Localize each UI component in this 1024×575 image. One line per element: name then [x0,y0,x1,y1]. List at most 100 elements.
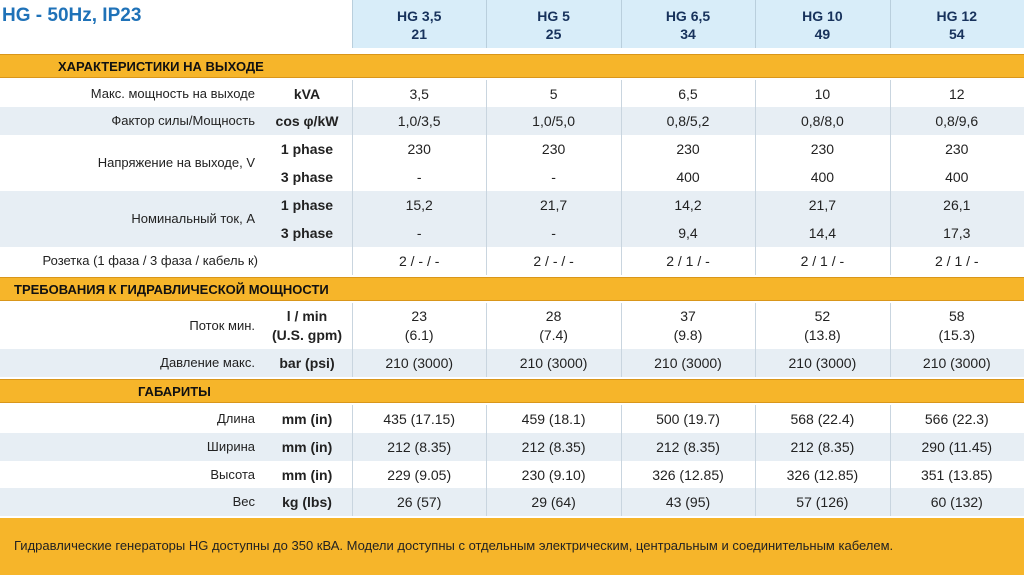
row-unit: 3 phase [280,225,334,241]
column-header [352,0,487,48]
row-label: Высота [210,466,255,482]
column-separator [889,80,891,107]
cell-value: 28 [545,308,562,324]
cell-value: 2 / 1 / - [935,253,979,269]
cell-value: 230 [407,141,431,157]
cell-value: (9.8) [673,327,703,343]
row-unit: 1 phase [280,141,334,157]
column-code: 34 [680,26,696,42]
row-label: Розетка (1 фаза / 3 фаза / кабель к) [42,253,258,268]
row-unit: mm (in) [281,411,333,427]
column-separator [889,488,891,516]
cell-value: 212 (8.35) [521,439,586,455]
column-separator [755,433,757,461]
row-unit: kVA [293,85,321,102]
column-separator [755,135,757,191]
column-code: 54 [949,26,965,42]
cell-value: 212 (8.35) [790,439,855,455]
cell-value: 229 (9.05) [387,466,452,483]
cell-value: 26 (57) [397,494,442,510]
column-separator [352,80,353,107]
cell-value: 26,1 [943,197,971,213]
cell-value: 2 / - / - [533,253,574,269]
column-header [620,0,756,48]
cell-value: 2 / 1 / - [800,253,845,269]
cell-value: 0,8/5,2 [666,113,710,129]
cell-value: 210 (3000) [385,355,454,371]
row-label: Ширина [206,439,255,454]
column-separator [755,80,757,107]
cell-value: 0,8/8,0 [800,113,844,129]
row-unit: 3 phase [280,169,334,185]
column-separator [486,247,488,275]
column-separator [620,247,622,275]
column-separator [889,247,891,275]
cell-value: - [551,225,556,241]
cell-value: 230 [676,141,700,157]
column-separator [486,303,488,349]
cell-value: 290 (11.45) [921,439,993,455]
column-separator [352,349,353,377]
column-separator [486,405,488,433]
row-unit: cos φ/kW [275,113,339,129]
row-unit: bar (psi) [279,355,335,371]
cell-value: 43 (95) [665,494,711,510]
column-separator [352,247,353,275]
column-separator [755,405,757,433]
cell-value: (6.1) [404,327,434,343]
column-separator [620,303,622,349]
cell-value: 230 (9.10) [521,466,586,483]
column-separator [352,135,353,191]
column-separator [620,461,622,488]
cell-value: 1,0/3,5 [397,113,441,129]
cell-value: - [551,169,556,185]
row-unit: kg (lbs) [282,494,332,510]
column-separator [352,191,353,247]
column-separator [755,488,757,516]
cell-value: 52 [814,308,831,324]
column-name: HG 3,5 [397,8,442,24]
cell-value: 326 (12.85) [652,466,724,483]
column-separator [620,135,622,191]
column-name: HG 10 [802,8,843,24]
cell-value: 14,2 [674,197,702,213]
section-bar [0,277,1024,301]
table-row [0,433,1024,461]
cell-value: 21,7 [808,197,836,213]
cell-value: 230 [810,141,835,157]
cell-value: 212 (8.35) [387,439,452,455]
column-name: HG 5 [537,8,570,24]
column-separator [889,461,891,488]
table-row [0,303,1024,349]
cell-value: 568 (22.4) [790,411,855,427]
column-name: HG 6,5 [665,8,711,24]
column-separator [352,461,353,488]
cell-value: 0,8/9,6 [935,113,979,129]
cell-value: 400 [676,169,700,185]
column-separator [486,191,488,247]
column-separator [352,303,353,349]
column-separator [755,247,757,275]
page-title: HG - 50Hz, IP23 [2,5,142,26]
row-unit: mm (in) [281,439,333,455]
column-separator [486,488,488,516]
column-separator [755,461,757,488]
row-unit: (U.S. gpm) [272,327,342,343]
column-separator [352,405,353,433]
column-separator [486,349,488,377]
cell-value: 3,5 [409,85,429,102]
section-bar [0,54,1024,78]
table-row [0,488,1024,516]
column-separator [486,461,488,488]
column-separator [755,303,757,349]
cell-value: 210 (3000) [654,355,722,371]
row-label: Фактор силы/Мощность [111,113,255,128]
cell-value: 500 (19.7) [656,411,720,427]
cell-value: - [416,169,422,185]
cell-value: 212 (8.35) [656,439,720,455]
row-unit: 1 phase [280,197,334,213]
column-separator [486,80,488,107]
column-header [486,0,621,48]
cell-value: 210 (3000) [788,355,857,371]
table-row [0,135,1024,191]
